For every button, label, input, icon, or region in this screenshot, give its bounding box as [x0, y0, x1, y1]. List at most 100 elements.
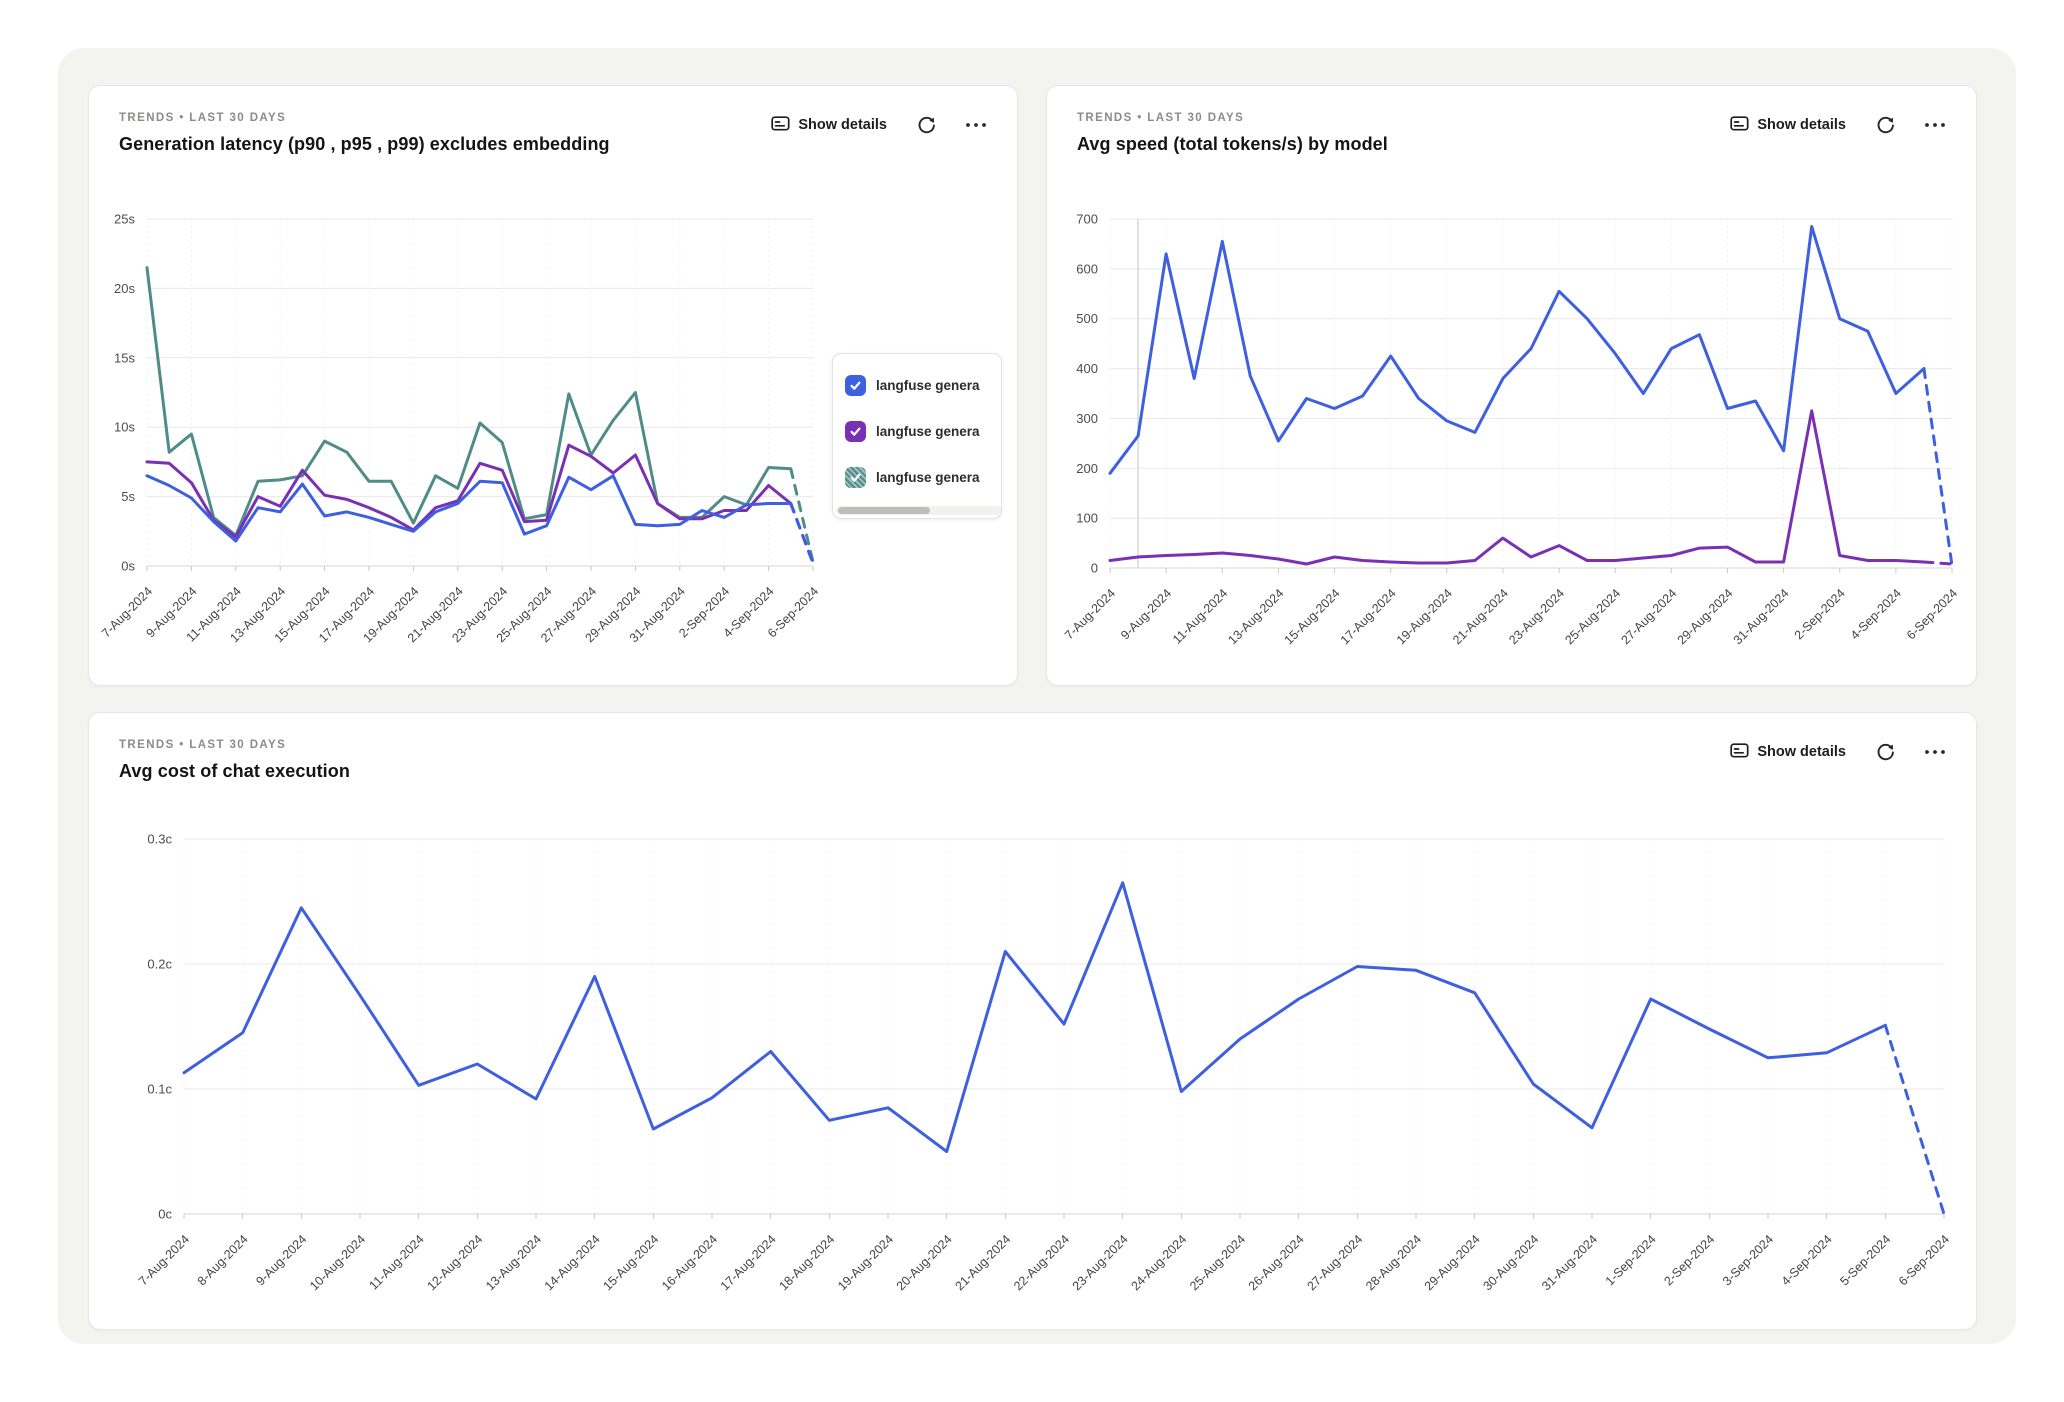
speed-chart[interactable]: 0 100 200 300 400 500 600 700 7-Aug-2024 9-Aug-20…	[1047, 206, 1977, 686]
svg-text:31-Aug-2024: 31-Aug-2024	[1731, 586, 1792, 647]
card-header: TRENDS • LAST 30 DAYS Avg speed (total t…	[1047, 86, 1976, 155]
legend-label: langfuse genera	[876, 377, 980, 393]
svg-text:23-Aug-2024: 23-Aug-2024	[1506, 586, 1567, 647]
svg-text:26-Aug-2024: 26-Aug-2024	[1246, 1232, 1307, 1293]
card-title: Generation latency (p90 , p95 , p99) exc…	[119, 134, 610, 154]
details-icon	[1730, 742, 1749, 763]
svg-text:3-Sep-2024: 3-Sep-2024	[1720, 1232, 1776, 1288]
svg-text:0s: 0s	[121, 559, 135, 574]
svg-text:12-Aug-2024: 12-Aug-2024	[424, 1232, 485, 1293]
refresh-icon	[1877, 116, 1894, 133]
legend-checkbox-p95[interactable]	[845, 420, 866, 442]
legend-scrollbar[interactable]	[838, 507, 930, 514]
card-kicker: TRENDS • LAST 30 DAYS	[119, 112, 287, 124]
svg-text:100: 100	[1076, 511, 1098, 526]
svg-text:11-Aug-2024: 11-Aug-2024	[1170, 586, 1230, 646]
svg-text:24-Aug-2024: 24-Aug-2024	[1128, 1232, 1189, 1293]
show-details-button[interactable]: Show details	[1730, 742, 1846, 763]
details-icon	[771, 115, 790, 136]
svg-text:13-Aug-2024: 13-Aug-2024	[1226, 586, 1287, 647]
refresh-button[interactable]	[915, 114, 937, 136]
svg-text:700: 700	[1076, 212, 1098, 227]
svg-text:29-Aug-2024: 29-Aug-2024	[1675, 586, 1736, 647]
svg-text:14-Aug-2024: 14-Aug-2024	[542, 1232, 603, 1293]
ellipsis-icon	[1925, 750, 1945, 754]
trend-card-speed: TRENDS • LAST 30 DAYS Avg speed (total t…	[1046, 85, 1977, 686]
svg-text:15s: 15s	[114, 350, 135, 365]
svg-text:23-Aug-2024: 23-Aug-2024	[1070, 1232, 1131, 1293]
legend-item: langfuse genera	[845, 408, 1001, 454]
svg-text:200: 200	[1076, 461, 1098, 476]
legend-checkbox-p99[interactable]	[845, 466, 866, 488]
svg-text:6-Sep-2024: 6-Sep-2024	[1896, 1232, 1952, 1288]
ellipsis-icon	[1925, 123, 1945, 127]
refresh-icon	[918, 116, 935, 133]
svg-text:25s: 25s	[114, 212, 135, 227]
svg-text:5s: 5s	[121, 489, 135, 504]
svg-text:13-Aug-2024: 13-Aug-2024	[483, 1232, 544, 1293]
svg-text:18-Aug-2024: 18-Aug-2024	[776, 1232, 837, 1293]
svg-text:17-Aug-2024: 17-Aug-2024	[1338, 586, 1399, 647]
legend-checkbox-p90[interactable]	[845, 374, 866, 396]
more-menu-button[interactable]	[1924, 741, 1946, 763]
svg-text:500: 500	[1076, 311, 1098, 326]
details-icon	[1730, 115, 1749, 136]
svg-text:27-Aug-2024: 27-Aug-2024	[1618, 586, 1679, 647]
legend-item: langfuse genera	[845, 454, 1001, 500]
svg-text:0.3c: 0.3c	[147, 832, 172, 847]
svg-text:2-Sep-2024: 2-Sep-2024	[1661, 1232, 1717, 1288]
svg-text:15-Aug-2024: 15-Aug-2024	[600, 1232, 661, 1293]
svg-text:9-Aug-2024: 9-Aug-2024	[253, 1232, 309, 1288]
svg-text:600: 600	[1076, 261, 1098, 276]
svg-text:16-Aug-2024: 16-Aug-2024	[659, 1232, 720, 1293]
svg-text:25-Aug-2024: 25-Aug-2024	[1562, 586, 1623, 647]
svg-text:2-Sep-2024: 2-Sep-2024	[1792, 586, 1848, 642]
check-icon	[850, 427, 861, 436]
cost-chart[interactable]: 0c 0.1c 0.2c 0.3c 7-Aug-2024 8-Aug-2024 9-Aug-…	[89, 821, 1977, 1330]
trend-card-latency: TRENDS • LAST 30 DAYS Generation latency…	[88, 85, 1018, 686]
svg-text:6-Sep-2024: 6-Sep-2024	[1904, 586, 1960, 642]
svg-text:300: 300	[1076, 411, 1098, 426]
card-title: Avg speed (total tokens/s) by model	[1077, 134, 1388, 154]
svg-text:25-Aug-2024: 25-Aug-2024	[1187, 1232, 1248, 1293]
refresh-button[interactable]	[1874, 114, 1896, 136]
more-menu-button[interactable]	[1924, 114, 1946, 136]
refresh-button[interactable]	[1874, 741, 1896, 763]
svg-text:21-Aug-2024: 21-Aug-2024	[1450, 586, 1511, 647]
refresh-icon	[1877, 743, 1894, 760]
chart-legend: langfuse genera langfuse genera langfuse…	[832, 353, 1002, 519]
check-icon	[850, 473, 861, 482]
svg-text:0.1c: 0.1c	[147, 1082, 172, 1097]
card-header: TRENDS • LAST 30 DAYS Avg cost of chat e…	[89, 713, 1976, 782]
svg-text:4-Sep-2024: 4-Sep-2024	[1848, 586, 1904, 642]
more-menu-button[interactable]	[965, 114, 987, 136]
svg-text:10s: 10s	[114, 420, 135, 435]
show-details-button[interactable]: Show details	[1730, 115, 1846, 136]
svg-text:15-Aug-2024: 15-Aug-2024	[1282, 586, 1343, 647]
svg-text:30-Aug-2024: 30-Aug-2024	[1480, 1232, 1541, 1293]
svg-text:20-Aug-2024: 20-Aug-2024	[894, 1232, 955, 1293]
svg-text:7-Aug-2024: 7-Aug-2024	[136, 1232, 192, 1288]
show-details-button[interactable]: Show details	[771, 115, 887, 136]
svg-text:7-Aug-2024: 7-Aug-2024	[1062, 586, 1118, 642]
svg-text:27-Aug-2024: 27-Aug-2024	[1304, 1232, 1365, 1293]
svg-text:8-Aug-2024: 8-Aug-2024	[195, 1232, 251, 1288]
svg-text:19-Aug-2024: 19-Aug-2024	[1394, 586, 1455, 647]
card-kicker: TRENDS • LAST 30 DAYS	[1077, 112, 1245, 124]
legend-scrollbar-track	[836, 506, 1001, 515]
svg-text:11-Aug-2024: 11-Aug-2024	[366, 1232, 426, 1292]
card-title: Avg cost of chat execution	[119, 761, 350, 781]
show-details-label: Show details	[798, 117, 887, 133]
svg-text:0: 0	[1091, 561, 1098, 576]
show-details-label: Show details	[1757, 744, 1846, 760]
svg-text:31-Aug-2024: 31-Aug-2024	[1539, 1232, 1600, 1293]
card-header: TRENDS • LAST 30 DAYS Generation latency…	[89, 86, 1017, 155]
legend-item: langfuse genera	[845, 362, 1001, 408]
svg-text:0.2c: 0.2c	[147, 957, 172, 972]
svg-text:0c: 0c	[158, 1207, 172, 1222]
svg-text:29-Aug-2024: 29-Aug-2024	[1422, 1232, 1483, 1293]
svg-text:10-Aug-2024: 10-Aug-2024	[307, 1232, 368, 1293]
svg-text:1-Sep-2024: 1-Sep-2024	[1603, 1232, 1659, 1288]
check-icon	[850, 381, 861, 390]
latency-chart[interactable]: 0s5s10s15s20s25s7-Aug-20249-Aug-202411-A…	[89, 206, 849, 686]
